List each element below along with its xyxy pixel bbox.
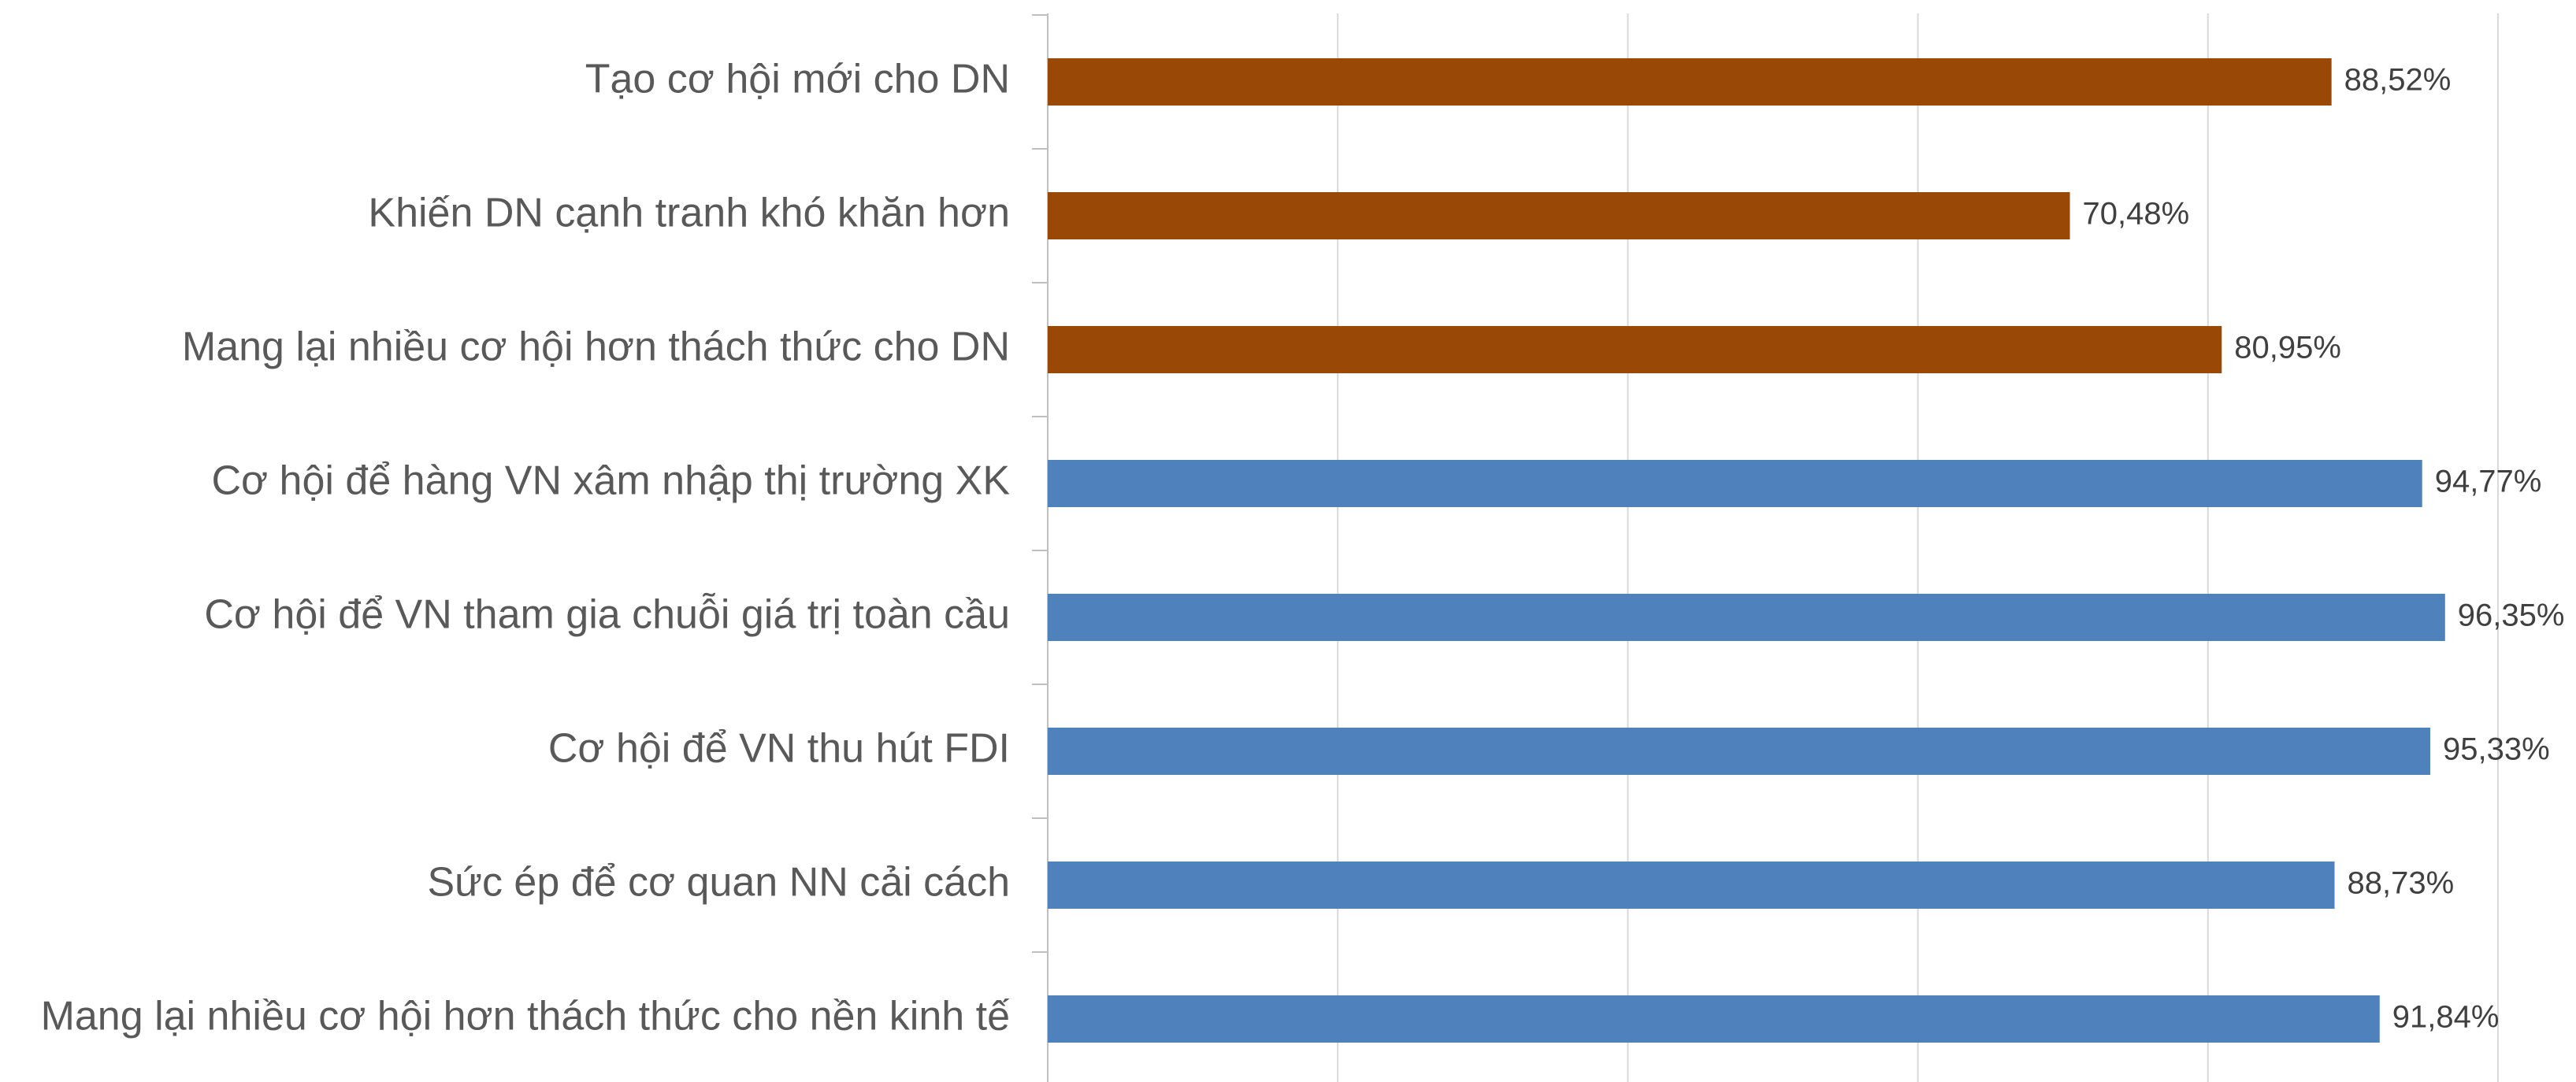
bar <box>1048 862 2335 909</box>
value-label: 91,84% <box>2392 1000 2500 1035</box>
value-label: 70,48% <box>2083 197 2190 232</box>
bar <box>1048 995 2380 1043</box>
bar <box>1048 326 2222 373</box>
value-label: 88,52% <box>2344 63 2452 98</box>
category-label: Cơ hội để VN thu hút FDI <box>548 726 1010 772</box>
bar <box>1048 728 2431 775</box>
bar <box>1048 58 2332 106</box>
value-label: 94,77% <box>2435 465 2542 499</box>
category-label: Khiến DN cạnh tranh khó khăn hơn <box>368 191 1010 236</box>
value-label: 95,33% <box>2443 732 2550 767</box>
category-label: Cơ hội để hàng VN xâm nhập thị trường XK <box>211 458 1010 504</box>
value-label: 80,95% <box>2234 331 2341 365</box>
category-label: Sức ép để cơ quan NN cải cách <box>427 860 1010 906</box>
bar <box>1048 594 2445 641</box>
category-label: Mang lại nhiều cơ hội hơn thách thức cho… <box>182 324 1010 370</box>
category-label: Tạo cơ hội mới cho DN <box>585 57 1010 102</box>
bar <box>1048 460 2422 507</box>
category-label: Cơ hội để VN tham gia chuỗi giá trị toàn… <box>204 592 1010 638</box>
value-label: 96,35% <box>2458 598 2565 633</box>
category-label: Mang lại nhiều cơ hội hơn thách thức cho… <box>41 994 1011 1039</box>
bar <box>1048 192 2070 239</box>
value-label: 88,73% <box>2348 866 2455 901</box>
